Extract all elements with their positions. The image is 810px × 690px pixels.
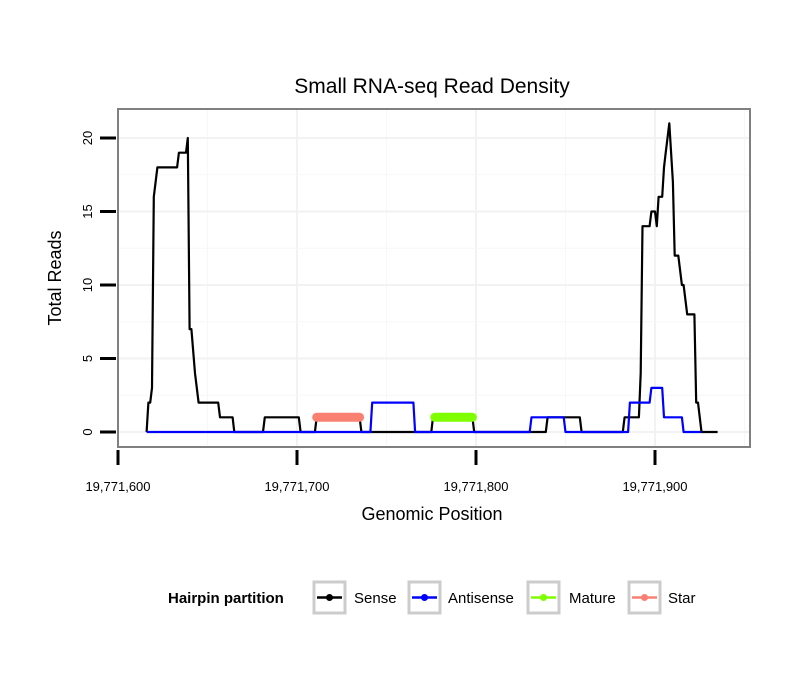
x-tick-label: 19,771,600 bbox=[85, 479, 150, 494]
x-tick-label: 19,771,800 bbox=[443, 479, 508, 494]
legend-key-point bbox=[421, 594, 428, 601]
x-tick-label: 19,771,700 bbox=[264, 479, 329, 494]
plot-panel bbox=[117, 109, 750, 447]
legend-key-point bbox=[641, 594, 648, 601]
legend-title: Hairpin partition bbox=[168, 590, 284, 607]
y-tick-label: 15 bbox=[80, 204, 95, 218]
y-axis-title: Total Reads bbox=[45, 230, 65, 325]
legend-label: Star bbox=[668, 590, 696, 607]
legend-label: Sense bbox=[354, 590, 397, 607]
data-point-mature bbox=[469, 414, 476, 421]
panel-background bbox=[118, 109, 750, 447]
legend-item-sense: Sense bbox=[312, 580, 397, 615]
legend: Hairpin partition Sense Antisense Mature St… bbox=[168, 580, 696, 615]
legend-key-point bbox=[326, 594, 333, 601]
series-layer bbox=[145, 122, 718, 434]
series-line-antisense bbox=[146, 386, 702, 434]
legend-key-point bbox=[540, 594, 547, 601]
y-tick-label: 5 bbox=[80, 355, 95, 362]
x-tick-label: 19,771,900 bbox=[622, 479, 687, 494]
legend-item-star: Star bbox=[627, 580, 696, 615]
y-tick-label: 10 bbox=[80, 278, 95, 292]
x-axis-title: Genomic Position bbox=[361, 504, 502, 524]
legend-label: Mature bbox=[569, 590, 616, 607]
chart-title: Small RNA-seq Read Density bbox=[294, 75, 570, 98]
y-tick-label: 20 bbox=[80, 131, 95, 145]
y-axis: 0 5 10 15 20 bbox=[80, 131, 116, 436]
panel-border bbox=[117, 108, 751, 448]
legend-item-antisense: Antisense bbox=[407, 580, 514, 615]
x-axis: 19,771,600 19,771,700 19,771,800 19,771,900 bbox=[85, 450, 688, 494]
legend-label: Antisense bbox=[448, 590, 514, 607]
y-tick-label: 0 bbox=[80, 428, 95, 435]
legend-item-mature: Mature bbox=[526, 580, 616, 615]
data-point-star bbox=[356, 414, 363, 421]
